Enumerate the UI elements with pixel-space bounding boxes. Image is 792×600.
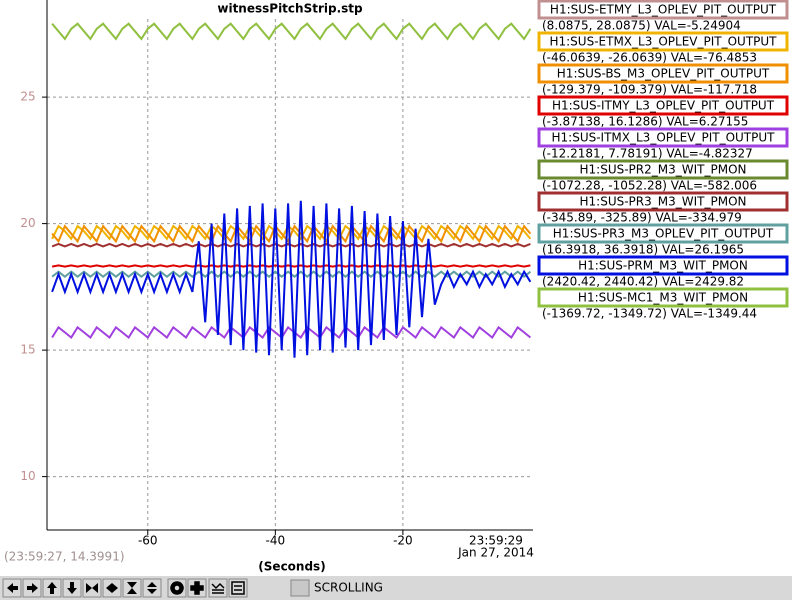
trace [51,242,531,248]
legend-box [537,255,789,276]
trace [51,200,532,358]
button-icon [211,582,225,594]
button-icon [67,582,77,594]
button-icon [231,581,245,595]
toolbar-button[interactable] [187,578,207,598]
y-tick-label: 20 [20,216,35,230]
legend-name: H1:SUS-BS_M3_OPLEV_PIT_OUTPUT [557,67,770,81]
mode-label: SCROLLING [314,581,383,595]
chart-title: witnessPitchStrip.stp [217,2,363,16]
legend-name: H1:SUS-PR3_M3_OPLEV_PIT_OUTPUT [553,227,774,241]
legend-box [537,223,789,244]
toolbar-button[interactable] [2,578,22,598]
legend-range: (-12.2181, 7.78191) VAL=-4.82327 [542,147,753,161]
trace [51,22,532,41]
toolbar-button[interactable] [62,578,82,598]
button-icon [106,583,118,593]
legend-box [537,191,789,212]
legend-box [537,31,789,52]
toolbar-button[interactable] [42,578,62,598]
legend-range: (8.0875, 28.0875) VAL=-5.24904 [542,19,741,33]
y-tick-label: 10 [20,469,35,483]
time-label: 23:59:29 [469,534,523,548]
legend-box [537,63,789,84]
button-icon [170,581,184,595]
legend-name: H1:SUS-PR3_M3_WIT_PMON [580,195,747,209]
toolbar-button[interactable] [228,578,248,598]
button-icon [86,583,98,593]
legend-range: (-345.89, -325.89) VAL=-334.979 [542,211,742,225]
y-tick-label: 15 [20,343,35,357]
trace [51,325,532,339]
cursor-readout: (23:59:27, 14.3991) [4,550,125,564]
toolbar-button[interactable] [22,578,42,598]
toolbar-button[interactable] [122,578,142,598]
legend-range: (2420.42, 2440.42) VAL=2429.82 [542,275,744,289]
trace [51,224,532,241]
button-icon [27,583,38,593]
toolbar-buttons [2,578,310,598]
legend-name: H1:SUS-PRM_M3_WIT_PMON [578,259,748,273]
legend-range: (16.3918, 36.3918) VAL=26.1965 [542,243,744,257]
legend-box [537,159,789,180]
date-label: Jan 27, 2014 [457,546,534,560]
mode-indicator [290,579,310,597]
x-tick-label: -40 [266,534,286,548]
button-icon [47,582,57,594]
button-icon [147,582,157,594]
legend-name: H1:SUS-ITMY_L3_OPLEV_PIT_OUTPUT [552,99,775,113]
legend-box [537,0,789,20]
toolbar-button[interactable] [142,578,162,598]
legend-range: (-3.87138, 16.1286) VAL=6.27155 [542,115,748,129]
trace [51,224,532,244]
toolbar-button[interactable] [82,578,102,598]
legend-name: H1:SUS-PR2_M3_WIT_PMON [580,163,747,177]
legend-box [537,287,789,308]
legend-box [537,127,789,148]
toolbar-button[interactable] [208,578,228,598]
toolbar-button[interactable] [102,578,122,598]
button-face [142,578,162,598]
legend-name: H1:SUS-MC1_M3_WIT_PMON [578,291,748,305]
toolbar-button[interactable] [167,578,187,598]
legend-name: H1:SUS-ITMX_L3_OPLEV_PIT_OUTPUT [552,131,776,145]
legend-name: H1:SUS-ETMX_L3_OPLEV_PIT_OUTPUT [549,35,777,49]
x-tick-label: -60 [138,534,158,548]
legend-range: (-1072.28, -1052.28) VAL=-582.006 [542,179,757,193]
button-icon [127,582,137,594]
legend-range: (-1369.72, -1349.72) VAL=-1349.44 [542,307,757,321]
legend-range: (-46.0639, -26.0639) VAL=-76.4853 [542,51,757,65]
x-tick-label: -20 [393,534,413,548]
button-icon [190,581,204,595]
button-face [208,578,228,598]
legend-name: H1:SUS-ETMY_L3_OPLEV_PIT_OUTPUT [550,3,777,17]
y-tick-label: 25 [20,90,35,104]
legend-range: (-129.379, -109.379) VAL=-117.718 [542,83,757,97]
button-icon [7,583,18,593]
button-face [228,578,248,598]
x-axis-label: (Seconds) [258,560,325,574]
legend-box [537,95,789,116]
